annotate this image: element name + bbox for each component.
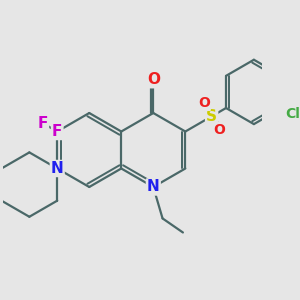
Text: F: F <box>38 116 48 131</box>
Text: S: S <box>206 109 217 124</box>
Text: N: N <box>51 161 64 176</box>
Text: Cl: Cl <box>286 107 300 122</box>
Text: O: O <box>198 96 210 110</box>
Text: O: O <box>147 72 160 87</box>
Text: F: F <box>52 124 62 139</box>
Text: O: O <box>213 123 225 137</box>
Text: N: N <box>147 179 160 194</box>
